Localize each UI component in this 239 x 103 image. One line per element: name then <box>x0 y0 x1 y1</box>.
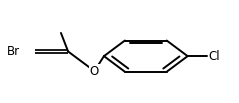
Text: Br: Br <box>7 45 20 58</box>
Text: Cl: Cl <box>209 50 220 63</box>
Text: O: O <box>90 65 99 78</box>
